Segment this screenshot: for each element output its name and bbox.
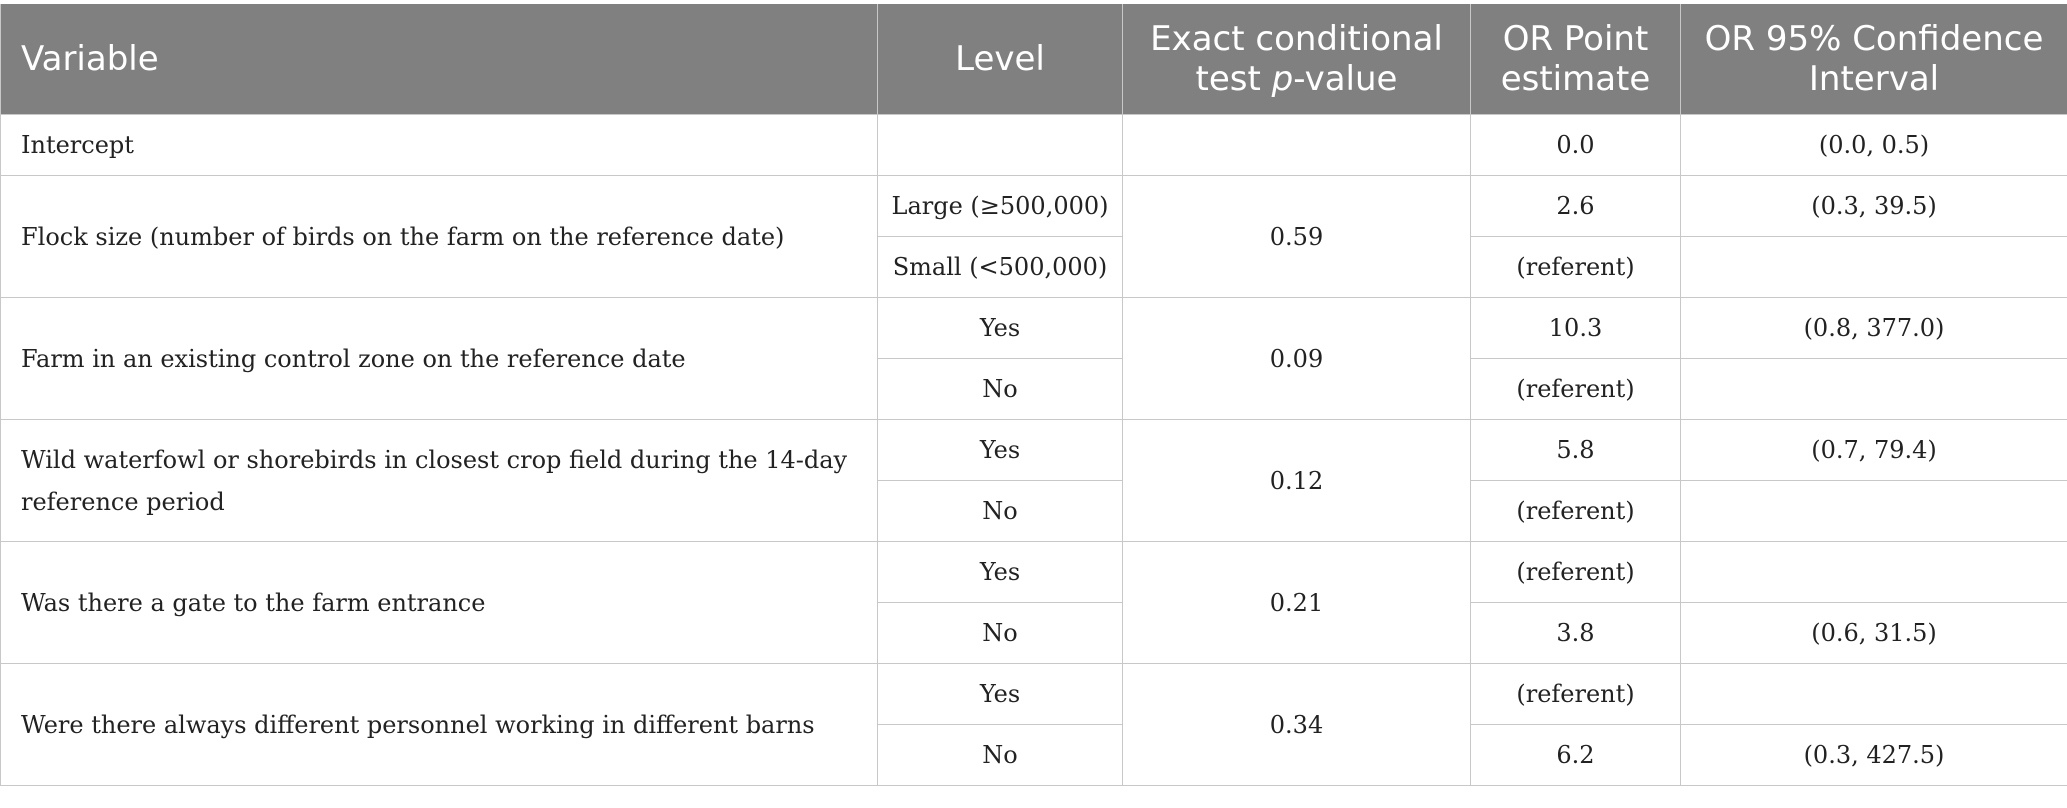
- cell-ci: [1680, 236, 2067, 298]
- cell-pvalue: 0.59: [1122, 175, 1471, 298]
- cell-variable: Flock size (number of birds on the farm …: [0, 175, 878, 298]
- table-row: Wild waterfowl or shorebirds in closest …: [0, 419, 2067, 542]
- cell-level: No: [877, 602, 1123, 664]
- header-variable: Variable: [0, 4, 878, 115]
- cell-level: Small (<500,000): [877, 236, 1123, 298]
- cell-ci: (0.3, 427.5): [1680, 724, 2067, 786]
- cell-pvalue: 0.09: [1122, 297, 1471, 420]
- cell-or: (referent): [1470, 358, 1681, 420]
- cell-or: (referent): [1470, 541, 1681, 603]
- cell-pvalue: 0.34: [1122, 663, 1471, 786]
- table-body: Intercept 0.0 (0.0, 0.5) Flock size (num…: [0, 114, 2067, 786]
- header-level: Level: [877, 4, 1123, 115]
- cell-ci: [1680, 663, 2067, 725]
- cell-or: (referent): [1470, 663, 1681, 725]
- header-row: Variable Level Exact conditional test p-…: [0, 4, 2067, 115]
- cell-or: 2.6: [1470, 175, 1681, 237]
- cell-level: Yes: [877, 419, 1123, 481]
- odds-ratio-table: Variable Level Exact conditional test p-…: [0, 4, 2067, 786]
- cell-pvalue: 0.21: [1122, 541, 1471, 664]
- table-row: Were there always different personnel wo…: [0, 663, 2067, 786]
- cell-ci: (0.0, 0.5): [1680, 114, 2067, 176]
- cell-or: 10.3: [1470, 297, 1681, 359]
- cell-ci: [1680, 541, 2067, 603]
- cell-ci: (0.6, 31.5): [1680, 602, 2067, 664]
- header-pvalue-italic: p: [1271, 59, 1294, 99]
- cell-or: (referent): [1470, 480, 1681, 542]
- cell-ci: (0.3, 39.5): [1680, 175, 2067, 237]
- cell-or: 3.8: [1470, 602, 1681, 664]
- cell-level: No: [877, 358, 1123, 420]
- cell-or: 0.0: [1470, 114, 1681, 176]
- cell-ci: [1680, 480, 2067, 542]
- cell-level: Yes: [877, 541, 1123, 603]
- cell-level: [877, 114, 1123, 176]
- cell-variable: Intercept: [0, 114, 878, 176]
- header-or-ci: OR 95% Confidence Interval: [1680, 4, 2067, 115]
- cell-ci: [1680, 358, 2067, 420]
- header-pvalue-post: -value: [1293, 59, 1398, 99]
- header-pvalue-pre: Exact conditional test: [1150, 19, 1443, 99]
- cell-variable: Farm in an existing control zone on the …: [0, 297, 878, 420]
- table-row: No (referent): [1, 358, 2067, 420]
- cell-variable: Wild waterfowl or shorebirds in closest …: [0, 419, 878, 542]
- table-row-intercept: Intercept 0.0 (0.0, 0.5): [0, 114, 2067, 176]
- results-table-container: Variable Level Exact conditional test p-…: [0, 4, 2067, 786]
- cell-level: Large (≥500,000): [877, 175, 1123, 237]
- cell-ci: (0.8, 377.0): [1680, 297, 2067, 359]
- cell-variable: Were there always different personnel wo…: [0, 663, 878, 786]
- table-row: No 3.8 (0.6, 31.5): [1, 602, 2067, 664]
- table-row: Flock size (number of birds on the farm …: [0, 175, 2067, 298]
- header-or-point: OR Point estimate: [1470, 4, 1681, 115]
- cell-ci: (0.7, 79.4): [1680, 419, 2067, 481]
- cell-level: No: [877, 480, 1123, 542]
- header-pvalue: Exact conditional test p-value: [1122, 4, 1471, 115]
- table-row: No 6.2 (0.3, 427.5): [1, 724, 2067, 786]
- cell-pvalue: [1122, 114, 1471, 176]
- cell-level: Yes: [877, 297, 1123, 359]
- cell-level: No: [877, 724, 1123, 786]
- table-row: Farm in an existing control zone on the …: [0, 297, 2067, 420]
- cell-or: (referent): [1470, 236, 1681, 298]
- table-row: Was there a gate to the farm entrance Ye…: [0, 541, 2067, 664]
- cell-or: 5.8: [1470, 419, 1681, 481]
- cell-level: Yes: [877, 663, 1123, 725]
- cell-pvalue: 0.12: [1122, 419, 1471, 542]
- cell-variable: Was there a gate to the farm entrance: [0, 541, 878, 664]
- table-row: Small (<500,000) (referent): [1, 236, 2067, 298]
- cell-or: 6.2: [1470, 724, 1681, 786]
